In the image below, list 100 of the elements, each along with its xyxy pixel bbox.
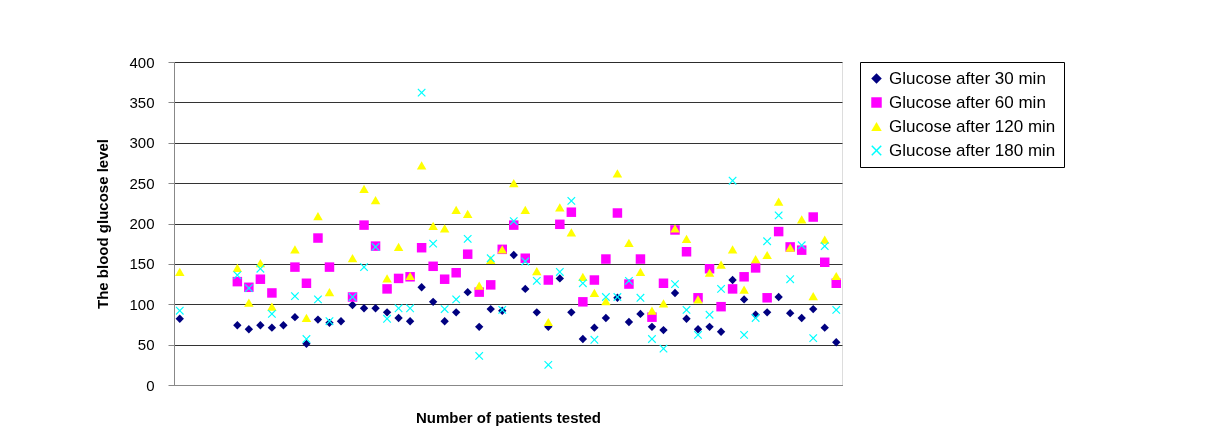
point — [475, 322, 484, 332]
point — [728, 275, 737, 285]
point — [428, 239, 438, 248]
point — [382, 274, 392, 283]
point — [681, 234, 692, 243]
point — [509, 179, 519, 188]
point — [832, 338, 841, 347]
point — [475, 351, 484, 361]
point — [820, 323, 829, 332]
point — [797, 313, 806, 323]
point — [670, 288, 680, 298]
point — [750, 263, 761, 273]
point — [393, 242, 404, 252]
point — [509, 250, 518, 260]
point — [439, 274, 450, 284]
point — [255, 274, 266, 284]
point — [244, 298, 254, 307]
point — [612, 169, 623, 178]
point — [762, 293, 772, 303]
point — [809, 333, 818, 343]
point — [301, 278, 312, 288]
point — [451, 295, 461, 304]
point — [762, 308, 772, 317]
point — [244, 325, 254, 334]
point — [416, 161, 427, 170]
point — [313, 212, 323, 221]
point — [370, 195, 381, 205]
point — [347, 254, 358, 263]
point — [474, 281, 484, 290]
y-tick-label: 400 — [129, 53, 155, 71]
point — [521, 257, 530, 266]
point — [463, 234, 472, 244]
point — [590, 323, 599, 332]
point — [578, 297, 588, 307]
point — [233, 321, 242, 330]
y-tick-label: 50 — [137, 336, 155, 354]
point — [624, 238, 634, 247]
point — [393, 273, 404, 284]
point — [382, 314, 392, 323]
point — [773, 226, 784, 237]
y-tick-label: 150 — [129, 255, 155, 273]
y-tick-label: 300 — [129, 134, 155, 152]
y-tick-label: 200 — [129, 215, 155, 232]
point — [796, 215, 807, 224]
point — [819, 257, 830, 267]
point — [451, 308, 461, 317]
point — [578, 334, 588, 344]
point — [705, 310, 714, 319]
point — [555, 219, 565, 230]
point — [567, 308, 576, 317]
point — [601, 254, 611, 264]
point — [290, 262, 300, 272]
point — [485, 280, 496, 290]
point — [832, 305, 841, 315]
point — [313, 315, 323, 324]
point — [635, 254, 646, 264]
point — [727, 284, 738, 294]
point — [808, 292, 818, 301]
point — [705, 322, 714, 332]
point — [440, 304, 449, 314]
point — [693, 325, 703, 334]
point — [336, 317, 346, 326]
point — [636, 309, 645, 319]
point — [809, 304, 818, 314]
point — [727, 245, 738, 254]
y-tick-label: 250 — [129, 174, 155, 192]
point — [302, 339, 311, 348]
legend-label: Glucose after 120 min — [889, 116, 1056, 136]
point — [267, 288, 277, 298]
point — [566, 228, 577, 237]
point — [543, 317, 554, 327]
point — [716, 260, 726, 269]
point — [635, 267, 646, 277]
point — [417, 283, 426, 292]
point — [405, 304, 415, 313]
point — [279, 321, 288, 330]
point — [175, 314, 184, 323]
point — [567, 196, 576, 206]
y-tick-label: 350 — [129, 93, 155, 111]
point — [532, 267, 542, 276]
point — [739, 272, 749, 282]
point — [382, 284, 392, 294]
point — [716, 327, 726, 336]
point — [555, 274, 565, 283]
point — [313, 233, 323, 243]
point — [578, 279, 588, 288]
point — [382, 308, 392, 317]
point — [290, 245, 300, 254]
point — [716, 301, 726, 312]
point — [267, 309, 277, 319]
point — [301, 313, 312, 323]
y-tick-label: 0 — [146, 376, 155, 394]
point — [486, 304, 495, 314]
point — [589, 275, 600, 285]
point — [751, 313, 760, 323]
point — [647, 322, 657, 332]
point — [658, 299, 669, 308]
legend-label: Glucose after 30 min — [889, 68, 1046, 88]
point — [521, 284, 530, 294]
point — [555, 267, 565, 277]
